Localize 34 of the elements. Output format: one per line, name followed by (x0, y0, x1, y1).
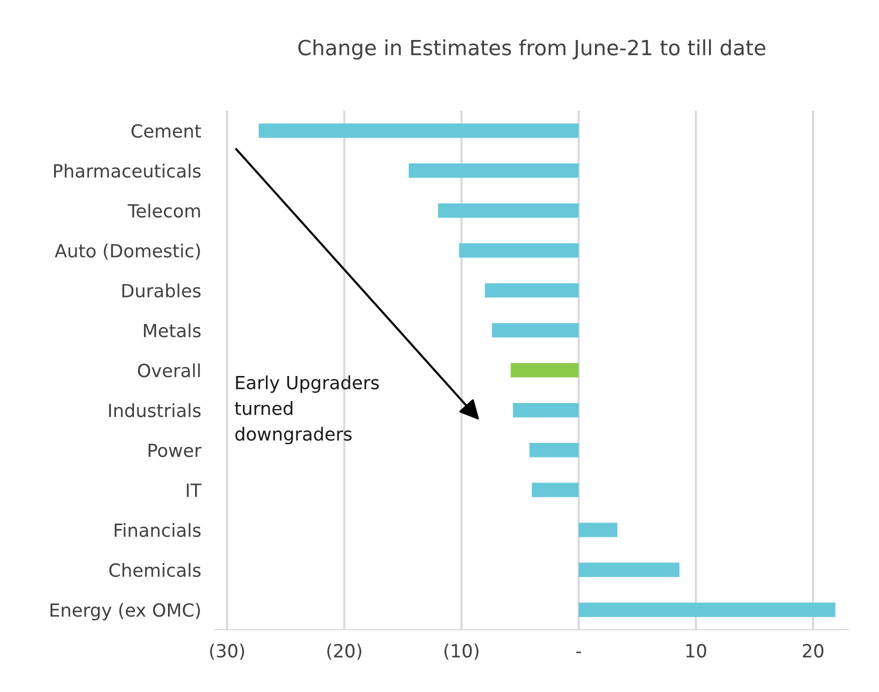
y-tick-label: Durables (122, 284, 201, 298)
y-tick-label: Power (148, 444, 202, 458)
x-tick-label: (10) (444, 644, 478, 660)
bar (529, 442, 579, 458)
bar (578, 602, 836, 617)
x-tick-label: - (576, 652, 582, 654)
bar (408, 163, 579, 178)
chart-title: Change in Estimates from June-21 to till date (298, 39, 766, 60)
x-tick-label: (30) (210, 644, 244, 660)
y-tick-label: Telecom (128, 204, 200, 218)
bar (513, 402, 579, 418)
x-tick-label: (20) (327, 644, 362, 660)
y-tick-label: Cement (132, 124, 202, 138)
x-tick-label: 10 (686, 644, 706, 658)
y-tick-label: Pharmaceuticals (54, 164, 201, 178)
y-tick-label: Overall (138, 363, 200, 378)
y-tick-label: Auto (Domestic) (54, 244, 200, 260)
bar (258, 123, 579, 138)
bar (438, 203, 579, 218)
bar (510, 363, 579, 378)
bar (484, 283, 579, 298)
y-tick-label: Financials (114, 523, 201, 538)
x-tick-label: 20 (802, 644, 824, 658)
annotation: Early Upgraders turned downgraders (234, 375, 379, 444)
y-tick-label: IT (186, 484, 202, 497)
y-tick-label: Metals (144, 323, 201, 338)
bar (578, 562, 680, 578)
y-tick-label: Chemicals (109, 562, 201, 577)
bar (532, 482, 579, 498)
bar (492, 323, 579, 338)
y-tick-label: Energy (ex OMC) (50, 602, 200, 620)
bar (578, 522, 618, 538)
y-tick-label: Industrials (109, 403, 201, 418)
bar (459, 243, 579, 258)
